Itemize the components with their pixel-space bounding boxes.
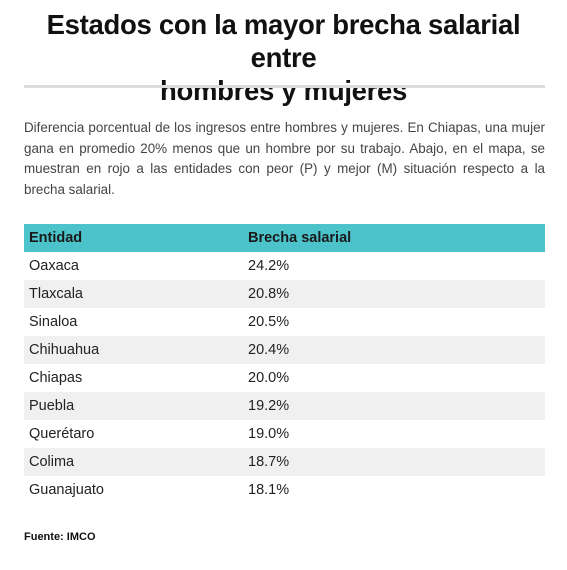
page-title: Estados con la mayor brecha salarial ent…: [14, 8, 553, 107]
table-row: Oaxaca 24.2%: [24, 252, 545, 280]
cell-brecha: 20.4%: [248, 342, 290, 358]
cell-brecha: 20.5%: [248, 314, 290, 330]
cell-brecha: 19.2%: [248, 398, 290, 414]
cell-brecha: 20.8%: [248, 286, 290, 302]
cell-entidad: Tlaxcala: [29, 286, 83, 302]
table-row: Chihuahua 20.4%: [24, 336, 545, 364]
table-row: Tlaxcala 20.8%: [24, 280, 545, 308]
table-row: Chiapas 20.0%: [24, 364, 545, 392]
cell-entidad: Chiapas: [29, 370, 83, 386]
cell-entidad: Sinaloa: [29, 314, 78, 330]
cell-entidad: Chihuahua: [29, 342, 100, 358]
cell-entidad: Querétaro: [29, 426, 95, 442]
cell-brecha: 20.0%: [248, 370, 290, 386]
title-line-2: hombres y mujeres: [159, 75, 408, 106]
table-row: Colima 18.7%: [24, 448, 545, 476]
wage-gap-table: Entidad Brecha salarial Oaxaca 24.2% Tla…: [24, 224, 545, 504]
column-header-entidad: Entidad: [29, 230, 83, 246]
title-divider: [24, 85, 545, 88]
cell-entidad: Guanajuato: [29, 482, 104, 498]
table-row: Querétaro 19.0%: [24, 420, 545, 448]
source-note: Fuente: IMCO: [24, 531, 96, 543]
cell-brecha: 19.0%: [248, 426, 290, 442]
cell-brecha: 18.1%: [248, 482, 290, 498]
table-row: Sinaloa 20.5%: [24, 308, 545, 336]
table-row: Puebla 19.2%: [24, 392, 545, 420]
table-row: Guanajuato 18.1%: [24, 476, 545, 504]
cell-entidad: Colima: [29, 454, 75, 470]
description-text: Diferencia porcentual de los ingresos en…: [24, 120, 545, 197]
cell-entidad: Puebla: [29, 398, 75, 414]
cell-brecha: 24.2%: [248, 258, 290, 274]
column-header-brecha: Brecha salarial: [248, 230, 352, 246]
cell-entidad: Oaxaca: [29, 258, 79, 274]
cell-brecha: 18.7%: [248, 454, 290, 470]
table-header: Entidad Brecha salarial: [24, 224, 545, 252]
title-line-1: Estados con la mayor brecha salarial ent…: [46, 9, 521, 73]
